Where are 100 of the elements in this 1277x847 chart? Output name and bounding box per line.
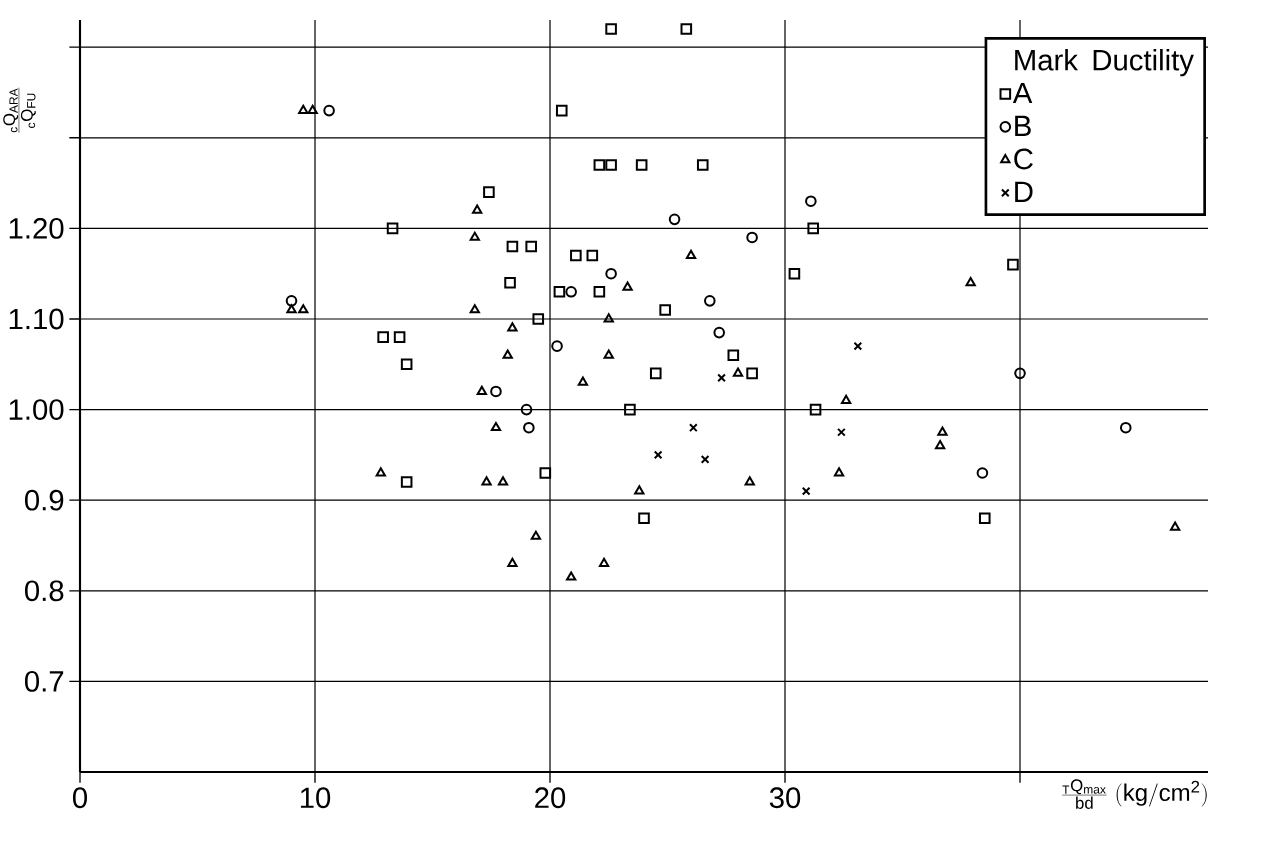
point: [377, 331, 389, 343]
point: [704, 295, 716, 307]
x-tick-label: 10: [300, 787, 331, 809]
legend-title: Ductility: [1093, 48, 1194, 77]
point: [605, 23, 617, 35]
point: [286, 304, 297, 314]
y-axis-title: $\frac{{}_{\mathrm{c}}\mathrm{Q}_{\mathrm{ARA}}}{{}_{\mathrm{c}}\mathrm{Q}_{\mathrm{FU}}}$: [3, 87, 36, 133]
annotation: Mark: [1015, 48, 1079, 71]
point: [937, 426, 948, 436]
x-axis-title: $\frac{{}_{\mathrm{T}}\mathrm{Q}_{\mathrm{max}}}{\mathrm{bd}}\;(\mathrm{kg/cm^{2}})$: [1062, 779, 1207, 809]
point: [605, 267, 617, 280]
point: [593, 159, 606, 171]
y-tick-label: 1.00: [9, 399, 64, 420]
point: [807, 222, 820, 235]
point: [307, 104, 318, 115]
point: [298, 304, 309, 314]
point: [634, 485, 645, 495]
y-tick-label: 0.7: [25, 671, 64, 692]
point: [746, 231, 758, 244]
point: [504, 276, 516, 289]
point: [837, 427, 846, 437]
point: [502, 349, 513, 359]
point: [490, 421, 502, 432]
point: [553, 286, 566, 298]
point: [603, 349, 614, 359]
point: [688, 423, 698, 433]
point: [565, 286, 577, 298]
point: [840, 394, 852, 404]
point: [593, 286, 606, 298]
point: [696, 159, 709, 171]
point: [520, 403, 533, 416]
legend-label: A: [1012, 82, 1033, 104]
point: [523, 421, 535, 434]
point: [469, 304, 480, 314]
point: [685, 249, 697, 259]
point: [566, 571, 577, 581]
point: [532, 313, 545, 325]
point: [1169, 521, 1181, 531]
x-tick-label: 0: [73, 787, 88, 809]
legend-label: B: [1015, 115, 1031, 136]
point: [700, 455, 710, 464]
point: [393, 331, 406, 343]
point: [551, 340, 563, 352]
legend-label: D: [1015, 181, 1033, 202]
point: [649, 367, 662, 380]
point: [469, 231, 480, 241]
point: [603, 313, 614, 323]
point: [507, 322, 518, 332]
point: [659, 304, 671, 316]
point: [653, 450, 663, 460]
point: [386, 222, 399, 235]
point: [476, 385, 488, 395]
point: [483, 186, 495, 198]
point: [1014, 367, 1026, 380]
y-tick-label: 1.20: [9, 218, 64, 239]
point: [727, 349, 740, 362]
point: [635, 159, 648, 171]
point: [1119, 421, 1132, 434]
y-tick-label: 0.8: [25, 580, 64, 602]
point: [624, 403, 636, 416]
point: [507, 557, 518, 568]
legend-label: C: [1014, 148, 1033, 170]
point: [605, 159, 617, 171]
point: [788, 267, 801, 280]
x-tick-label: 30: [769, 787, 801, 809]
point: [570, 249, 582, 262]
y-tick-label: 1.10: [9, 308, 64, 330]
point: [298, 104, 309, 115]
point: [746, 367, 758, 380]
point: [965, 276, 976, 287]
point: [555, 104, 568, 117]
point: [978, 512, 991, 525]
point: [668, 213, 681, 226]
point: [506, 240, 519, 253]
point: [809, 403, 822, 416]
point: [744, 476, 755, 486]
point: [497, 476, 509, 486]
point: [375, 467, 386, 477]
point: [586, 249, 599, 262]
point: [622, 281, 633, 291]
point: [472, 204, 483, 214]
point: [481, 476, 492, 486]
point: [400, 476, 413, 488]
point: [525, 240, 538, 253]
point: [323, 104, 335, 117]
point: [934, 440, 946, 450]
y-tick-label: 0.9: [25, 489, 64, 511]
point: [285, 295, 298, 307]
point: [833, 467, 845, 477]
point: [717, 373, 726, 383]
point: [577, 376, 589, 386]
point: [530, 530, 542, 540]
point: [732, 367, 744, 377]
point: [680, 23, 693, 35]
point: [490, 385, 502, 398]
x-tick-label: 20: [535, 787, 566, 809]
point: [539, 467, 552, 479]
point: [400, 358, 413, 371]
point: [638, 512, 650, 525]
point: [853, 341, 863, 351]
